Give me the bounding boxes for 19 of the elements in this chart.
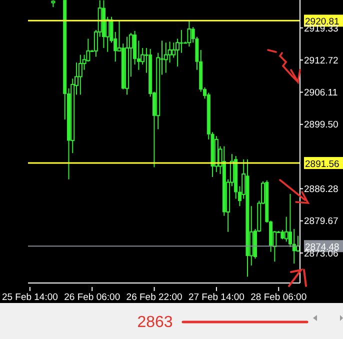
y-tick-label: 2886.28 [304,184,338,196]
y-tick-label: 2879.67 [304,216,338,228]
candlestick [187,20,192,48]
x-tick-label: 26 Feb 06:00 [64,292,120,303]
y-tick-label: 2906.11 [304,88,338,99]
ref-line-label: 2891.56 [305,159,340,170]
y-tick-label: 2912.72 [304,55,338,66]
y-tick-label: 2899.50 [304,120,338,131]
candlestick [280,229,284,240]
candlestick [78,54,82,96]
x-tick-label: 28 Feb 06:00 [250,292,307,303]
candlestick [180,29,184,54]
x-tick-label: 25 Feb 14:00 [2,292,58,303]
candlestick [292,228,296,264]
x-tick-label: 27 Feb 14:00 [188,292,244,303]
candlestick [164,42,168,74]
candlestick [284,216,288,242]
x-tick-label: 26 Feb 22:00 [126,292,182,303]
text: 2863 [137,314,173,331]
